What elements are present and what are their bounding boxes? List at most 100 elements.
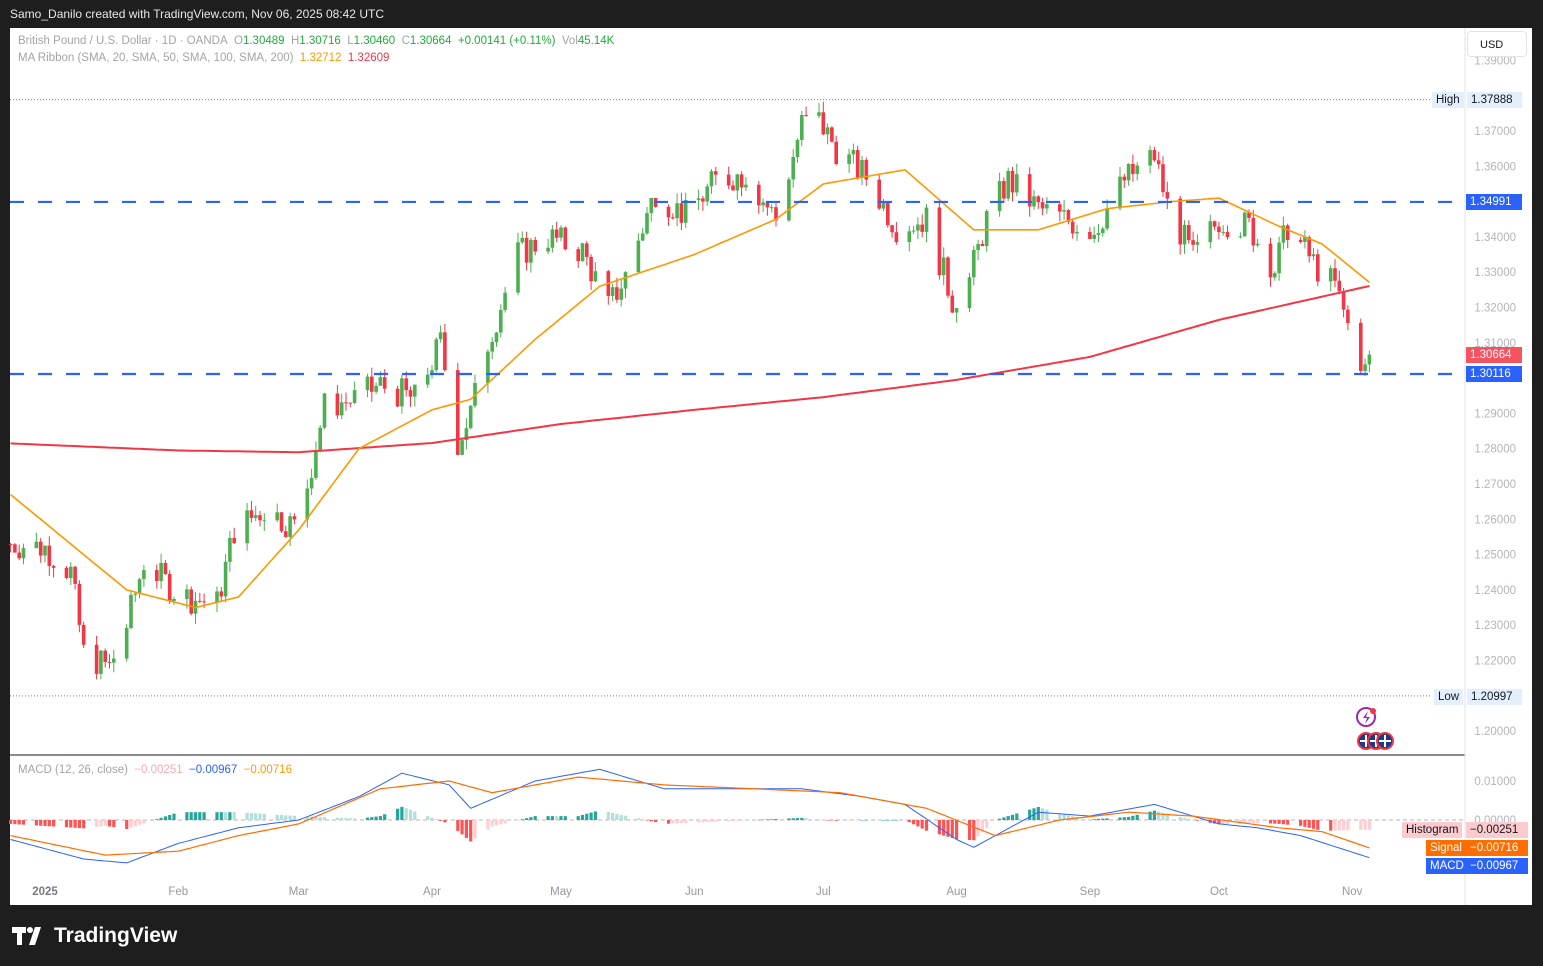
candle-body xyxy=(679,203,684,223)
histogram-bar xyxy=(907,820,911,823)
histogram-bar xyxy=(1217,820,1221,825)
histogram-bar xyxy=(185,812,189,820)
histogram-bar xyxy=(529,817,533,820)
histogram-bar xyxy=(47,820,51,827)
candle-body xyxy=(563,227,568,250)
candle-body xyxy=(1010,170,1015,193)
candle-body xyxy=(666,206,671,218)
candle-body xyxy=(1281,225,1286,243)
volume-value: 45.14K xyxy=(577,35,615,47)
histogram-bar xyxy=(408,809,413,820)
histogram-bar xyxy=(976,820,980,837)
histogram-bar xyxy=(499,820,503,825)
macd-tag-value: −0.00967 xyxy=(1466,858,1528,874)
histogram-bar xyxy=(998,818,1002,820)
candle-body xyxy=(137,579,142,594)
candle-body xyxy=(1311,254,1316,257)
histogram-bar xyxy=(404,808,408,820)
candle-body xyxy=(671,217,675,219)
candle-body xyxy=(1135,165,1139,174)
candle-body xyxy=(370,376,374,392)
histogram-bar xyxy=(1122,817,1126,820)
candle-body xyxy=(701,198,705,202)
candle-body xyxy=(1359,322,1363,371)
candle-body xyxy=(490,342,494,352)
histogram-bar xyxy=(224,812,228,820)
candle-body xyxy=(860,159,864,178)
histogram-bar xyxy=(1268,820,1273,824)
candle-body xyxy=(1027,174,1032,207)
candle-body xyxy=(21,548,26,559)
histogram-bar xyxy=(1363,820,1367,830)
histogram-bar xyxy=(877,820,881,821)
candle-body xyxy=(185,589,189,599)
histogram-bar xyxy=(1010,814,1015,820)
low-tag-value: 1.20997 xyxy=(1467,689,1522,705)
candle-body xyxy=(576,249,580,262)
open-value: 1.30489 xyxy=(242,35,285,47)
histogram-bar xyxy=(731,820,735,821)
histogram-bar xyxy=(198,812,202,820)
histogram-bar xyxy=(834,820,838,821)
histogram-bar xyxy=(886,820,890,821)
macd-title[interactable]: MACD (12, 26, close) xyxy=(18,764,128,776)
candle-body xyxy=(1225,231,1230,238)
candle-body xyxy=(997,181,1002,212)
histogram-bar xyxy=(202,812,206,820)
histogram-bar xyxy=(1311,820,1316,829)
ma-title[interactable]: MA Ribbon (SMA, 20, SMA, 50, SMA, 100, S… xyxy=(18,52,294,64)
candle-body xyxy=(765,202,770,208)
candle-body xyxy=(1363,364,1367,371)
candle-body xyxy=(1036,196,1041,203)
chart-frame[interactable] xyxy=(10,28,1532,905)
histogram-bar xyxy=(1238,820,1242,824)
candle-body xyxy=(924,207,929,232)
candle-body xyxy=(430,370,434,375)
histogram-bar xyxy=(1225,820,1230,824)
candle-body xyxy=(524,237,529,263)
candle-body xyxy=(529,239,533,263)
candle-body xyxy=(99,650,103,674)
candle-body xyxy=(1337,280,1342,292)
histogram-bar xyxy=(533,816,537,820)
histogram-bar xyxy=(142,820,146,824)
histogram-bar xyxy=(335,817,339,820)
high-label: H xyxy=(290,35,300,47)
candle-body xyxy=(468,405,473,429)
tradingview-logo[interactable]: TradingView xyxy=(12,924,177,948)
histogram-bar xyxy=(1182,817,1187,820)
histogram-bar xyxy=(606,812,610,820)
histogram-bar xyxy=(344,818,348,820)
currency-button[interactable]: USD xyxy=(1467,31,1527,57)
candle-body xyxy=(830,127,834,142)
histogram-bar xyxy=(439,820,443,821)
histogram-bar xyxy=(744,820,748,821)
histogram-bar xyxy=(942,820,946,836)
histogram-bar xyxy=(1101,818,1105,820)
histogram-bar xyxy=(34,820,38,826)
histogram-bar xyxy=(1346,820,1350,831)
symbol-title[interactable]: British Pound / U.S. Dollar · 1D · OANDA xyxy=(18,35,228,47)
histogram-bar xyxy=(396,808,400,820)
candle-body xyxy=(1062,210,1066,212)
candle-body xyxy=(1341,291,1346,310)
tradingview-logo-icon xyxy=(12,927,41,945)
histogram-bar xyxy=(804,818,808,820)
candle-body xyxy=(1367,354,1372,365)
candle-body xyxy=(1285,225,1290,241)
histogram-bar xyxy=(1036,807,1040,820)
histogram-bar xyxy=(464,820,468,838)
histogram-bar xyxy=(1045,809,1049,820)
histogram-bar xyxy=(890,820,894,821)
histogram-bar xyxy=(1329,820,1333,831)
histogram-bar xyxy=(314,816,318,820)
candle-body xyxy=(38,541,43,556)
candle-body xyxy=(1126,163,1131,181)
histogram-bar xyxy=(383,814,387,820)
histogram-bar xyxy=(13,820,17,825)
candle-body xyxy=(636,240,641,273)
histogram-bar xyxy=(1015,813,1019,820)
histogram-bar xyxy=(9,820,13,824)
histogram-bar xyxy=(1195,820,1199,821)
